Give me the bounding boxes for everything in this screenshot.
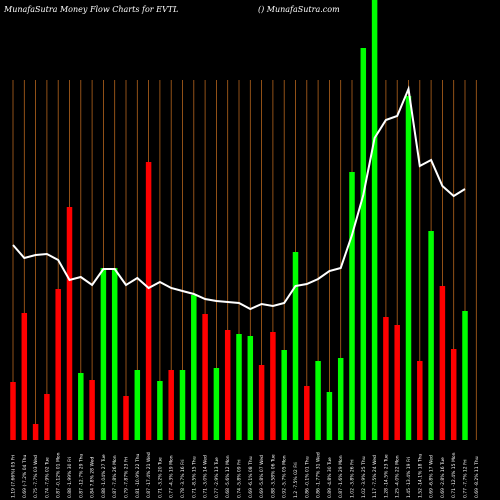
- x-tick-label: 0.81 -10.9% 22 Thu: [135, 453, 141, 498]
- x-tick-label: 0.87 -12.7% 29 Thu: [78, 453, 84, 498]
- bar: [360, 48, 367, 440]
- x-tick-label: 0.74 -5.8% 09 Fri: [237, 460, 243, 498]
- x-tick-labels: 1.19 (7.66%) 05 Fri 0.69 (-7.2% 04 Thu 0.7…: [11, 452, 480, 498]
- bar: [89, 380, 95, 440]
- x-tick-label: 0.69 -6.1% 08 Thu: [248, 456, 254, 498]
- bar: [157, 381, 163, 440]
- bar: [292, 252, 299, 440]
- x-tick-label: 0.86 -1.77% 31 Wed: [316, 452, 322, 498]
- x-tick-label: 0.89 -4.8% 30 Tue: [327, 457, 333, 498]
- bar: [224, 330, 231, 440]
- x-tick-label: 1.28 -14.5% 23 Tue: [383, 454, 389, 498]
- x-tick-label: 0.68 -5.6% 12 Mon: [225, 455, 231, 498]
- x-tick-label: 1.2 -7.5% 02 Fri: [293, 462, 299, 498]
- bar: [66, 207, 73, 440]
- bar: [462, 311, 468, 440]
- bar: [428, 231, 434, 440]
- bar: [145, 162, 152, 440]
- bar: [21, 313, 28, 440]
- x-tick-label: 0.69 (-7.2% 04 Thu: [22, 455, 28, 498]
- bar: [191, 295, 197, 440]
- bar: [405, 96, 412, 440]
- x-tick-label: 0.74 -7.9% 02 Tue: [44, 457, 50, 498]
- bar: [417, 361, 423, 440]
- bar: [134, 370, 141, 440]
- bar: [281, 350, 287, 440]
- bar: [258, 365, 265, 440]
- x-tick-label: 0.88 -1.04% 27 Tue: [101, 454, 107, 498]
- bars: [10, 0, 468, 440]
- x-tick-label: 0.71 -3.2% 20 Tue: [157, 457, 163, 498]
- bar: [213, 368, 220, 440]
- x-tick-label: 0.86 -0.1% 01 Thu: [304, 456, 310, 498]
- bar: [10, 382, 16, 440]
- x-tick-label: 0.69 -2.8% 16 Tue: [440, 457, 446, 498]
- bar: [439, 286, 446, 440]
- x-tick-label: 0.87 -7.8% 26 Mon: [112, 455, 118, 498]
- x-tick-label: 1.45 -13.4% 19 Fri: [406, 457, 412, 498]
- x-tick-label: 0.77 -7.7% 12 Fri: [463, 460, 469, 498]
- x-tick-label: 0.69 -6.8% 17 Wed: [429, 455, 435, 498]
- bar: [236, 334, 242, 440]
- x-tick-label: 1.25 -4.0% 22 Mon: [395, 455, 401, 498]
- x-tick-label: 0.87 -1.6% 29 Mon: [338, 455, 344, 498]
- bar: [202, 314, 208, 440]
- bar: [394, 325, 400, 440]
- bar: [111, 268, 118, 440]
- x-tick-label: 0.75 -7.7% 03 Wed: [33, 455, 39, 498]
- bar: [247, 336, 254, 440]
- bar: [270, 332, 276, 440]
- x-tick-label: 0.71 -8.5% 15 Thu: [191, 456, 197, 498]
- x-tick-label: 0.69 -8.2% 11 Thu: [474, 456, 480, 498]
- bar: [44, 394, 50, 440]
- bar: [450, 349, 457, 440]
- bar: [383, 317, 389, 440]
- x-tick-label: 0.88 -3.58% 06 Tue: [270, 454, 276, 498]
- chart-title: MunafaSutra Money Flow Charts for EVTL: [3, 5, 178, 14]
- bar: [32, 424, 39, 440]
- x-tick-label: 0.92 -5.7% 05 Mon: [282, 455, 288, 498]
- bar: [100, 268, 107, 440]
- x-tick-label: 0.69 -5.8% 07 Wed: [259, 455, 265, 498]
- x-tick-label: 0.77 -4.3% 19 Mon: [169, 455, 175, 498]
- bar: [371, 0, 378, 440]
- x-tick-label: 0.87 -17.4% 21 Wed: [146, 452, 152, 498]
- bar: [304, 386, 310, 440]
- x-tick-label: 1.02 -3.9% 25 Thu: [361, 456, 367, 498]
- x-tick-label: 0.71 -3.0% 14 Wed: [203, 455, 209, 498]
- bar: [315, 361, 321, 440]
- x-tick-label: 0.87 -0.12% 01 Mon: [56, 452, 62, 498]
- x-tick-label: 1.02 -3.8% 26 Fri: [350, 460, 356, 498]
- x-tick-label: 0.79 -7.87% 23 Fri: [124, 457, 130, 498]
- bar: [337, 358, 344, 440]
- x-tick-label: 1.17 -7.5% 24 Wed: [372, 455, 378, 498]
- x-tick-label: 0.78 -3.7% 16 Fri: [180, 460, 186, 498]
- x-tick-label: 0.84 7.8% 28 Wed: [90, 457, 96, 498]
- bar: [168, 370, 174, 440]
- bar: [123, 396, 129, 440]
- bar: [326, 392, 333, 440]
- chart-source: () MunafaSutra.com: [258, 5, 340, 14]
- bar: [179, 370, 186, 440]
- bar: [349, 172, 355, 440]
- x-tick-label: 0.88 -1.99% 30 Fri: [67, 457, 73, 498]
- bar: [78, 373, 84, 440]
- x-tick-label: 0.71 -12.4% 15 Mon: [451, 452, 457, 498]
- bar: [55, 289, 61, 440]
- x-tick-label: 1.52 -14.1% 18 Thu: [417, 453, 423, 498]
- x-tick-label: 1.19 (7.66%) 05 Fri: [11, 455, 17, 498]
- money-flow-line: [12, 85, 466, 311]
- x-tick-label: 0.77 -2.9% 13 Tue: [214, 457, 220, 498]
